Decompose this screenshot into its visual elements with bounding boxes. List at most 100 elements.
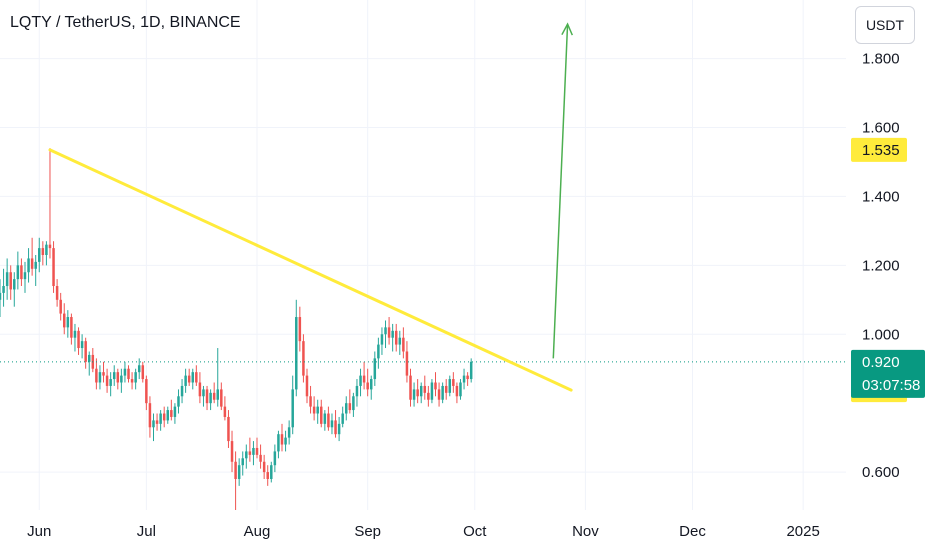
candle-body xyxy=(448,379,452,393)
y-tick-label: 1.400 xyxy=(862,188,900,205)
candle-body xyxy=(284,437,287,445)
candle-body xyxy=(127,368,130,380)
candle-body xyxy=(330,420,334,428)
candle-body xyxy=(387,327,391,338)
candle-body xyxy=(252,447,255,455)
y-tick-label: 1.600 xyxy=(862,120,900,137)
candle-body xyxy=(287,427,291,438)
candle-body xyxy=(30,258,34,269)
candle-body xyxy=(455,385,459,397)
x-tick-label: Dec xyxy=(679,523,706,540)
candle-body xyxy=(341,413,344,424)
candle-body xyxy=(173,406,177,417)
candle-body xyxy=(355,385,359,397)
candle-body xyxy=(105,375,109,386)
arrow-head xyxy=(561,22,574,36)
candle-body xyxy=(70,317,73,338)
current-price-label: 0.920 xyxy=(862,354,900,371)
candle-body xyxy=(155,420,159,424)
candle-body xyxy=(63,313,66,328)
x-tick-label: Aug xyxy=(244,523,271,540)
candle-body xyxy=(205,389,209,404)
candle-body xyxy=(241,458,244,466)
candle-body xyxy=(220,389,223,407)
candle-body xyxy=(41,248,45,255)
candle-body xyxy=(55,286,59,300)
drawings xyxy=(0,22,846,392)
candle-body xyxy=(291,389,294,428)
candle-body xyxy=(34,261,37,269)
candle-body xyxy=(309,396,312,407)
x-tick-label: Jun xyxy=(27,523,51,540)
candle-body xyxy=(59,299,62,314)
candles xyxy=(0,148,473,510)
x-tick-label: Jul xyxy=(137,523,156,540)
candle-body xyxy=(416,389,419,397)
candle-body xyxy=(320,406,323,424)
candle-body xyxy=(9,272,12,290)
candle-body xyxy=(80,341,84,349)
candle-body xyxy=(405,351,409,376)
candle-body xyxy=(84,341,87,362)
candle-body xyxy=(77,330,80,349)
x-tick-label: Nov xyxy=(572,523,599,540)
price-tag xyxy=(851,137,907,162)
candle-body xyxy=(20,265,23,280)
candle-body xyxy=(48,244,52,249)
candle-body xyxy=(337,423,341,435)
candle-body xyxy=(345,403,348,414)
candle-body xyxy=(45,244,48,255)
candle-body xyxy=(137,365,141,373)
y-tick-label: 0.600 xyxy=(862,464,900,481)
candle-body xyxy=(116,372,120,383)
candle-body xyxy=(359,375,362,386)
candle-body xyxy=(66,317,70,328)
candle-body xyxy=(270,465,273,479)
candle-body xyxy=(230,441,234,462)
candle-body xyxy=(52,248,55,287)
axes: 1.800 1.600 1.400 1.200 1.000 0.600 Jun Jul Aug S… xyxy=(27,51,925,540)
candle-body xyxy=(202,389,205,397)
candle-body xyxy=(348,403,352,411)
candle-body xyxy=(366,382,369,390)
candle-body xyxy=(430,382,434,400)
currency-button[interactable]: USDT xyxy=(855,6,915,44)
candle-body xyxy=(162,413,166,421)
candle-body xyxy=(130,379,134,383)
candle-body xyxy=(195,372,198,383)
candle-body xyxy=(0,292,2,300)
candle-body xyxy=(380,334,384,345)
candle-body xyxy=(334,420,337,435)
candle-body xyxy=(444,385,448,393)
candle-body xyxy=(469,361,473,380)
candle-body xyxy=(248,451,252,455)
candle-body xyxy=(23,272,27,280)
candle-body xyxy=(434,382,437,390)
candle-body xyxy=(373,358,377,380)
candle-body xyxy=(312,406,316,414)
candle-body xyxy=(437,389,441,400)
candle-body xyxy=(466,375,469,380)
candle-body xyxy=(402,337,405,352)
current-price-tag xyxy=(851,349,925,398)
chart-title: LQTY / TetherUS, 1D, BINANCE xyxy=(10,14,241,31)
candle-body xyxy=(323,413,327,424)
candle-body xyxy=(427,392,430,400)
price-tag-label: 1.535 xyxy=(862,142,900,159)
candle-body xyxy=(273,451,277,466)
candle-body xyxy=(223,406,227,417)
candle-body xyxy=(198,382,202,397)
candle-body xyxy=(148,403,152,428)
candle-body xyxy=(16,265,20,280)
candle-body xyxy=(412,389,416,400)
candle-body xyxy=(262,461,266,473)
candle-body xyxy=(394,330,398,345)
candle-body xyxy=(123,368,127,376)
candle-body xyxy=(98,372,102,383)
candle-body xyxy=(27,258,30,273)
candle-body xyxy=(362,375,366,383)
candle-body xyxy=(134,372,137,383)
candle-body xyxy=(459,382,462,397)
y-tick-label: 1.000 xyxy=(862,326,900,343)
